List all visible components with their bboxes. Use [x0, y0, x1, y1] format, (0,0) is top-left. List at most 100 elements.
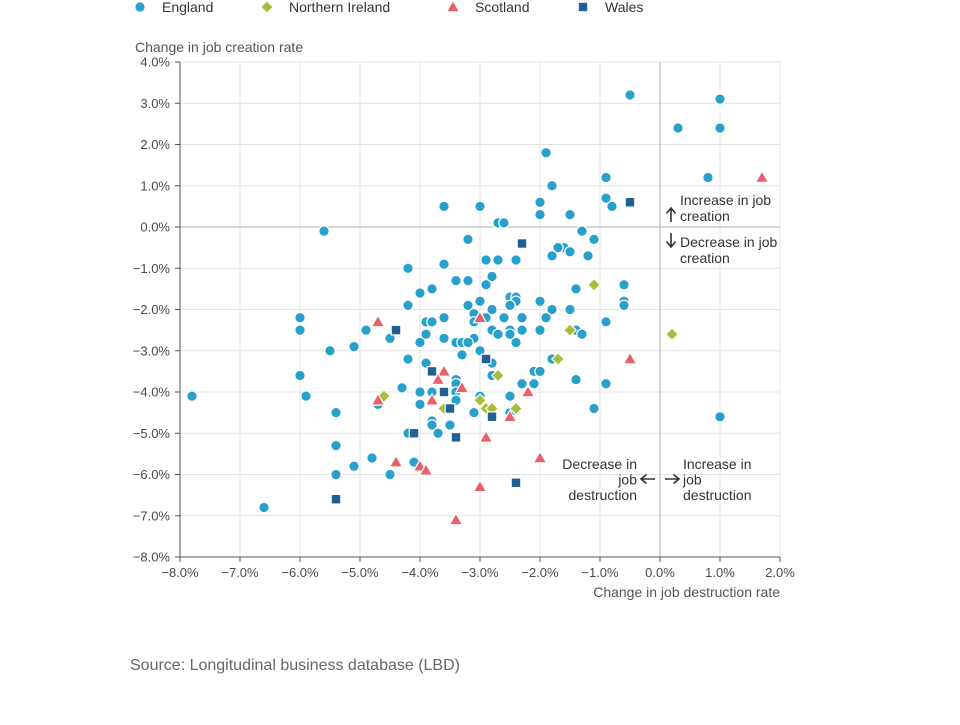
- data-point: [624, 196, 636, 208]
- x-tick-label: −2.0%: [521, 565, 559, 580]
- y-tick-label: 4.0%: [140, 55, 170, 70]
- data-point: [318, 225, 330, 237]
- data-point: [294, 324, 306, 336]
- data-point: [510, 336, 522, 349]
- data-point: [546, 250, 558, 262]
- data-point: [714, 122, 726, 134]
- data-point: [418, 462, 434, 476]
- data-point: [504, 328, 516, 341]
- data-point: [450, 394, 462, 407]
- annotations: Increase in job creation Decrease in job cr…: [562, 192, 777, 503]
- data-point: [426, 365, 438, 377]
- data-point: [438, 332, 450, 345]
- data-point: [414, 398, 426, 411]
- data-point: [504, 390, 516, 402]
- data-point: [564, 208, 576, 221]
- data-point: [576, 225, 588, 237]
- legend-item-england[interactable]: England: [134, 0, 214, 15]
- data-point: [606, 200, 618, 213]
- data-point: [490, 368, 506, 383]
- series-scotland: [370, 169, 770, 526]
- data-point: [600, 192, 612, 204]
- data-point: [366, 452, 378, 464]
- data-point: [432, 427, 444, 440]
- series-northern-ireland: [376, 277, 680, 416]
- data-point: [510, 477, 522, 489]
- legend-marker: [134, 1, 146, 13]
- y-tick-label: 3.0%: [140, 96, 170, 111]
- data-point: [420, 357, 432, 369]
- data-point: [294, 311, 306, 324]
- y-axis-title: Change in job creation rate: [135, 39, 303, 55]
- y-tick-label: −3.0%: [133, 343, 171, 358]
- data-point: [426, 283, 438, 295]
- data-point: [330, 493, 342, 505]
- x-tick-label: −3.0%: [461, 565, 499, 580]
- data-point: [348, 340, 360, 353]
- arrow-up-icon: [665, 206, 677, 222]
- source-note: Source: Longitudinal business database (…: [130, 657, 460, 674]
- data-point: [588, 233, 600, 246]
- data-point: [426, 419, 438, 431]
- data-point: [324, 344, 336, 357]
- data-point: [622, 351, 638, 365]
- legend: England Northern Ireland Scotland Wales: [134, 0, 643, 15]
- data-point: [586, 277, 602, 292]
- data-point: [540, 311, 552, 324]
- data-point: [502, 409, 518, 423]
- data-point: [588, 402, 600, 415]
- data-point: [534, 295, 546, 308]
- data-point: [444, 419, 456, 431]
- data-point: [672, 122, 684, 134]
- legend-label: Northern Ireland: [289, 0, 390, 15]
- data-point: [550, 351, 566, 367]
- y-tick-label: −7.0%: [133, 508, 171, 523]
- x-tick-label: 2.0%: [765, 565, 795, 580]
- y-tick-label: 1.0%: [140, 178, 170, 193]
- legend-item-wales[interactable]: Wales: [577, 0, 643, 15]
- data-point: [396, 382, 408, 394]
- data-point: [370, 314, 386, 328]
- y-tick-label: −5.0%: [133, 426, 171, 441]
- data-point: [516, 311, 528, 324]
- data-point: [618, 278, 630, 291]
- data-point: [516, 324, 528, 336]
- x-tick-label: −1.0%: [581, 565, 619, 580]
- annotation-increase-destruction: Increase in job destruction: [682, 456, 751, 503]
- data-point: [546, 303, 558, 316]
- legend-item-northern-ireland[interactable]: Northern Ireland: [259, 0, 390, 15]
- data-point: [534, 365, 546, 378]
- data-point: [454, 380, 470, 394]
- data-point: [414, 336, 426, 349]
- data-point: [540, 146, 552, 159]
- data-point: [438, 200, 450, 213]
- data-point: [462, 299, 474, 312]
- data-point: [562, 323, 578, 338]
- data-point: [520, 384, 536, 398]
- data-point: [402, 299, 414, 312]
- data-point: [402, 353, 414, 365]
- data-point: [714, 410, 726, 423]
- annotation-decrease-destruction: Decrease in job destruction: [562, 456, 637, 503]
- series-wales: [330, 196, 636, 505]
- data-point: [504, 299, 516, 312]
- data-point: [444, 403, 456, 414]
- data-point: [474, 295, 486, 308]
- data-point: [570, 373, 582, 386]
- data-point: [388, 454, 404, 468]
- data-point: [532, 450, 548, 464]
- data-point: [414, 386, 426, 398]
- data-point: [450, 274, 462, 287]
- data-points: [186, 89, 770, 526]
- legend-item-scotland[interactable]: Scotland: [445, 0, 530, 15]
- data-point: [384, 468, 396, 481]
- data-point: [498, 217, 510, 229]
- data-point: [420, 328, 432, 341]
- data-point: [480, 278, 492, 291]
- data-point: [360, 324, 372, 336]
- data-point: [330, 406, 342, 419]
- data-point: [754, 169, 770, 183]
- data-point: [424, 392, 440, 406]
- legend-marker: [259, 0, 275, 15]
